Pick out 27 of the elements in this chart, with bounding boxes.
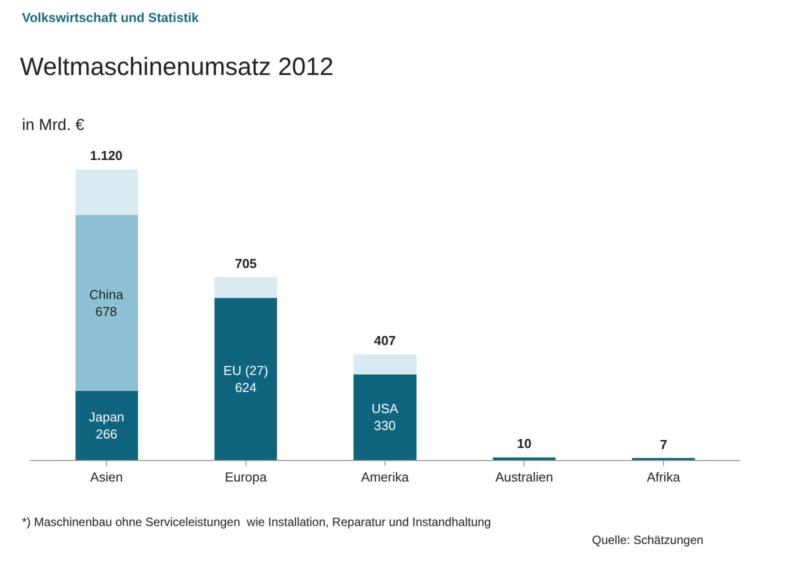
bar [75,391,138,460]
data-label: EU (27) 624 [223,363,268,396]
text: Volkswirtschaft und Statistik [22,10,200,25]
text: *) Maschinenbau ohne Serviceleistungen wie Installation, Reparatur und Instandhaltung [22,515,491,529]
bar [214,298,278,460]
bar [75,169,138,216]
chart-title: Weltmaschinenumsatz 2012 [20,52,334,81]
total-label: 1.120 [90,148,123,163]
bar [492,457,556,460]
total-label: 10 [517,436,532,451]
total-label: 7 [660,437,668,452]
total-label: 407 [374,333,396,348]
bar [354,354,416,374]
total-label: 705 [235,256,257,271]
x-tick-label: Afrika [646,470,681,485]
data-label: Japan 266 [88,410,124,442]
y-axis-title: in Mrd. € [22,117,84,134]
data-label: USA 330 [371,401,399,434]
x-tick-label: Australien [495,470,554,485]
bar [354,374,416,460]
x-tick-label: Asien [90,470,123,485]
x-tick-label: Amerika [361,470,410,485]
bar [214,277,278,298]
data-label: China 678 [89,287,124,320]
x-tick-label: Europa [224,470,268,485]
source-note: Quelle: Schätzungen [592,533,704,547]
bar [75,215,138,391]
